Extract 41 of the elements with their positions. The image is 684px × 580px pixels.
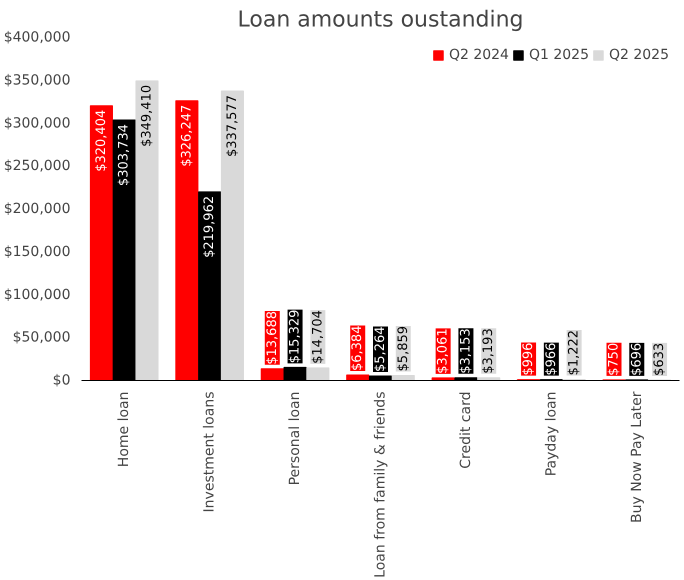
data-label: $3,061 — [436, 328, 451, 374]
y-tick-label: $50,000 — [12, 330, 71, 346]
data-label: $966 — [544, 342, 559, 376]
legend-label: Q1 2025 — [528, 47, 589, 63]
data-label: $326,247 — [179, 104, 194, 167]
y-tick-label: $400,000 — [4, 30, 71, 46]
data-label: $3,193 — [481, 328, 496, 374]
data-label: $219,962 — [202, 196, 218, 258]
y-tick-label: $100,000 — [4, 286, 71, 303]
data-label: $633 — [652, 342, 668, 376]
y-tick-label: $300,000 — [4, 115, 71, 132]
data-label: $303,734 — [116, 124, 132, 186]
y-tick-label: $350,000 — [4, 72, 71, 88]
data-label: $14,704 — [310, 310, 326, 364]
y-tick-label: $200,000 — [4, 201, 71, 217]
y-tick-label: $0 — [52, 372, 71, 388]
data-label: $320,404 — [94, 110, 109, 172]
x-tick-label: Investment loans — [202, 391, 218, 512]
data-label: $1,222 — [566, 330, 582, 376]
legend-label: Q2 2024 — [448, 47, 509, 63]
x-tick-label: Credit card — [458, 391, 474, 469]
x-tick-label: Home loan — [116, 392, 132, 468]
x-tick-label: Loan from family & friends — [372, 391, 388, 578]
data-label: $5,859 — [396, 326, 411, 372]
chart-title: Loan amounts oustanding — [238, 8, 524, 32]
x-tick-label: Buy Now Pay Later — [628, 391, 645, 524]
y-tick-label: $150,000 — [4, 244, 71, 260]
data-label: $5,264 — [373, 326, 388, 372]
x-tick-label: Payday loan — [543, 391, 560, 476]
data-label: $13,688 — [264, 310, 280, 365]
x-tick-label: Personal loan — [287, 391, 304, 486]
data-label: $337,577 — [224, 95, 240, 158]
data-label: $696 — [629, 342, 644, 376]
data-label: $750 — [606, 342, 622, 376]
y-tick-label: $250,000 — [4, 158, 71, 174]
data-label: $3,153 — [458, 328, 474, 374]
data-label: $15,329 — [288, 310, 303, 364]
data-label: $349,410 — [139, 84, 154, 147]
data-label: $996 — [521, 342, 536, 376]
legend-label: Q2 2025 — [608, 47, 669, 63]
data-label: $6,384 — [350, 326, 366, 372]
